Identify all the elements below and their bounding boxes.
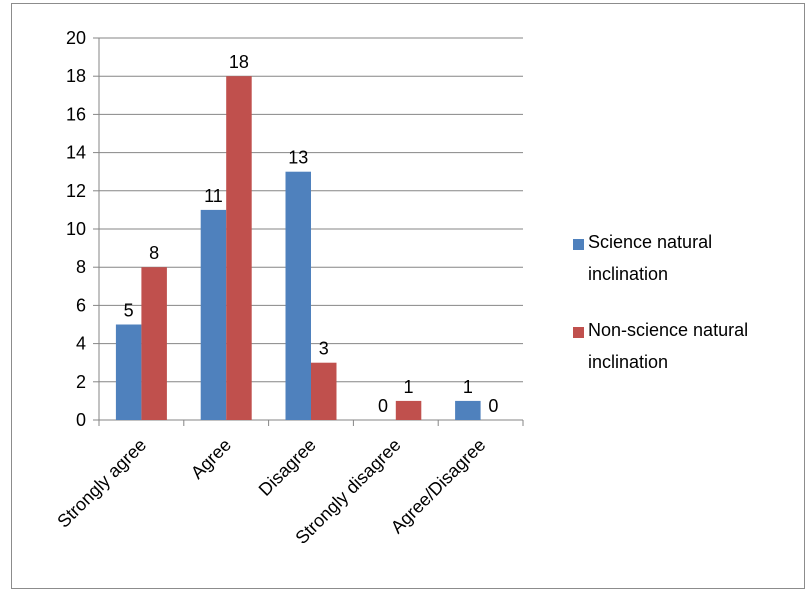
bar-science — [455, 400, 481, 420]
y-tick-label: 10 — [66, 219, 86, 239]
x-category-label: Disagree — [255, 435, 320, 500]
legend-swatch — [573, 239, 584, 250]
bar-science — [115, 324, 142, 420]
data-label: 1 — [463, 377, 473, 397]
legend-label: inclination — [588, 352, 668, 372]
y-tick-label: 0 — [76, 410, 86, 430]
legend-label: Science natural — [588, 232, 712, 252]
legend-swatch — [573, 327, 584, 338]
bars — [115, 76, 481, 420]
legend-label: Non-science natural — [588, 320, 748, 340]
bar-non-science — [226, 76, 252, 420]
data-label: 8 — [149, 243, 159, 263]
data-label: 11 — [204, 186, 223, 206]
gridlines — [99, 37, 523, 383]
data-label: 13 — [288, 148, 308, 168]
x-category-label: Agree — [187, 435, 235, 483]
y-tick-label: 4 — [76, 334, 86, 354]
data-label: 18 — [229, 52, 249, 72]
y-tick-label: 20 — [66, 28, 86, 48]
y-tick-label: 14 — [66, 143, 86, 163]
data-label: 1 — [404, 377, 414, 397]
y-tick-label: 8 — [76, 257, 86, 277]
bar-non-science — [311, 362, 337, 420]
data-label: 5 — [124, 301, 134, 321]
data-label: 0 — [378, 396, 388, 416]
legend: Science natural inclination Non-science na… — [573, 232, 748, 372]
y-tick-label: 6 — [76, 295, 86, 315]
bar-non-science — [141, 267, 167, 420]
data-label: 0 — [488, 396, 498, 416]
data-label: 3 — [319, 339, 329, 359]
y-tick-label: 18 — [66, 66, 86, 86]
y-tick-label: 12 — [66, 181, 86, 201]
y-tick-label: 2 — [76, 372, 86, 392]
x-category-label: Strongly agree — [53, 435, 150, 532]
legend-label: inclination — [588, 264, 668, 284]
bar-science — [200, 209, 227, 420]
y-tick-label: 16 — [66, 104, 86, 124]
bar-science — [285, 171, 311, 420]
bar-non-science — [395, 400, 422, 420]
